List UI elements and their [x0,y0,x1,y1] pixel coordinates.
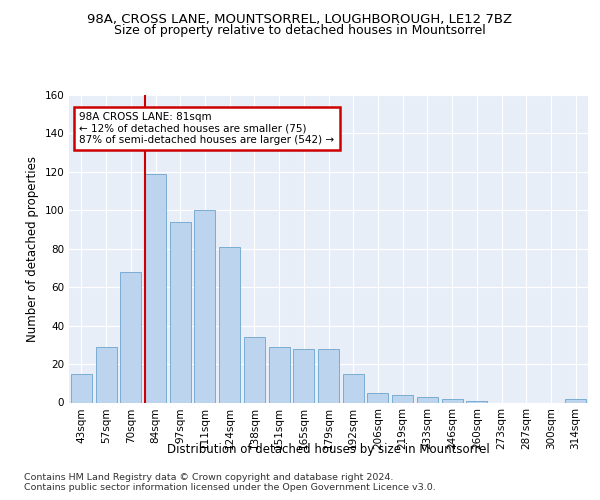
Bar [269,347,290,403]
Bar [244,337,265,402]
Text: 98A, CROSS LANE, MOUNTSORREL, LOUGHBOROUGH, LE12 7BZ: 98A, CROSS LANE, MOUNTSORREL, LOUGHBOROU… [88,12,512,26]
Bar [293,348,314,403]
Bar [145,174,166,402]
Bar [95,347,116,403]
Bar [367,393,388,402]
Bar [194,210,215,402]
Text: Contains HM Land Registry data © Crown copyright and database right 2024.
Contai: Contains HM Land Registry data © Crown c… [24,472,436,492]
Bar [466,400,487,402]
Bar [170,222,191,402]
Bar [219,247,240,402]
Text: Distribution of detached houses by size in Mountsorrel: Distribution of detached houses by size … [167,442,490,456]
Bar [318,348,339,403]
Bar [392,395,413,402]
Bar [343,374,364,402]
Text: 98A CROSS LANE: 81sqm
← 12% of detached houses are smaller (75)
87% of semi-deta: 98A CROSS LANE: 81sqm ← 12% of detached … [79,112,335,145]
Y-axis label: Number of detached properties: Number of detached properties [26,156,39,342]
Bar [417,396,438,402]
Text: Size of property relative to detached houses in Mountsorrel: Size of property relative to detached ho… [114,24,486,37]
Bar [565,398,586,402]
Bar [120,272,141,402]
Bar [442,398,463,402]
Bar [71,374,92,402]
